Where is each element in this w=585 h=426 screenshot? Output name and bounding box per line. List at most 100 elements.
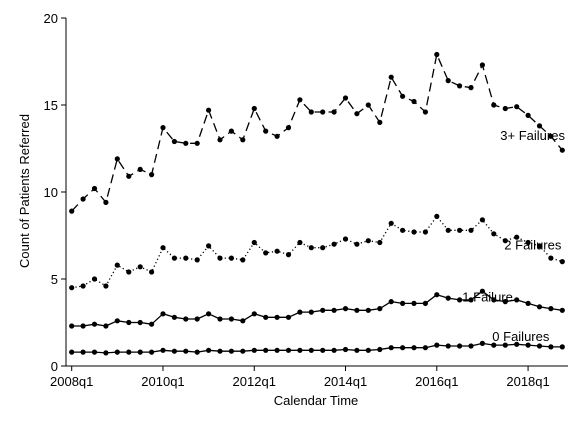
data-point — [240, 137, 246, 143]
data-point — [559, 147, 565, 153]
data-point — [502, 299, 508, 305]
y-axis-title: Count of Patients Referred — [17, 114, 32, 268]
data-point — [240, 257, 246, 263]
data-point — [468, 297, 474, 303]
data-point — [206, 347, 212, 353]
data-point — [354, 347, 360, 353]
data-point — [297, 97, 303, 103]
series-0: 3+ Failures — [69, 51, 565, 214]
data-point — [69, 323, 75, 329]
data-point — [308, 245, 314, 251]
data-point — [91, 185, 98, 192]
data-point — [536, 343, 543, 349]
data-point — [468, 343, 474, 349]
data-point — [354, 241, 360, 247]
data-point — [251, 311, 257, 317]
data-point — [502, 342, 508, 348]
data-point — [445, 227, 451, 233]
data-point — [91, 276, 98, 282]
data-point — [297, 239, 303, 246]
data-point — [377, 346, 383, 353]
data-point — [479, 217, 485, 223]
data-point — [228, 316, 234, 322]
series-label: 3+ Failures — [500, 128, 565, 143]
data-point — [103, 199, 109, 205]
data-point — [342, 95, 349, 101]
data-point — [457, 227, 463, 233]
y-tick-label: 20 — [44, 11, 58, 26]
series-label: 1 Failure — [462, 289, 513, 304]
series-label: 2 Failures — [504, 238, 562, 253]
data-point — [525, 239, 531, 246]
data-point — [217, 255, 223, 261]
data-point — [126, 349, 132, 355]
data-point — [308, 109, 314, 115]
data-point — [274, 248, 280, 254]
data-point — [217, 348, 223, 354]
data-point — [194, 140, 200, 146]
data-point — [457, 83, 463, 89]
x-axis-title: Calendar Time — [274, 393, 359, 408]
data-point — [331, 241, 337, 247]
data-point — [548, 306, 554, 312]
data-point — [491, 102, 497, 108]
data-point — [274, 314, 280, 320]
series-1: 2 Failures — [69, 213, 565, 291]
data-point — [491, 297, 497, 303]
data-point — [320, 347, 326, 353]
data-point — [400, 227, 406, 233]
data-point — [388, 220, 394, 226]
x-tick-label: 2014q1 — [324, 374, 367, 389]
data-point — [308, 309, 314, 315]
data-point — [69, 208, 75, 214]
data-point — [80, 349, 86, 355]
data-point — [149, 172, 155, 178]
data-point — [194, 349, 200, 355]
data-point — [479, 340, 485, 346]
data-point — [468, 227, 474, 233]
data-point — [285, 252, 292, 258]
data-point — [137, 319, 143, 326]
data-point — [69, 285, 75, 291]
series-label: 0 Failures — [492, 329, 550, 344]
data-point — [285, 347, 292, 353]
data-point — [297, 347, 303, 353]
data-point — [91, 321, 98, 327]
data-point — [137, 349, 143, 355]
data-point — [297, 309, 303, 315]
data-point — [126, 319, 132, 326]
data-point — [502, 238, 508, 244]
data-point — [206, 243, 212, 249]
data-point — [160, 311, 166, 317]
data-point — [103, 323, 109, 329]
data-point — [114, 349, 120, 355]
data-point — [400, 345, 406, 351]
data-point — [445, 343, 451, 349]
data-point — [228, 255, 234, 261]
data-point — [206, 311, 212, 317]
data-point — [411, 229, 417, 235]
data-point — [114, 156, 120, 162]
data-point — [183, 316, 189, 322]
data-point — [400, 300, 406, 306]
data-point — [80, 283, 86, 289]
data-point — [114, 318, 120, 324]
data-point — [206, 107, 212, 113]
data-point — [388, 74, 394, 80]
data-point — [171, 348, 177, 354]
series-3: 0 Failures — [69, 329, 565, 356]
data-point — [183, 140, 189, 146]
data-point — [263, 347, 269, 353]
data-point — [240, 318, 246, 324]
data-point — [400, 93, 406, 99]
y-tick-label: 0 — [51, 359, 58, 374]
data-point — [525, 112, 531, 118]
data-point — [536, 123, 543, 129]
data-point — [548, 133, 554, 139]
data-point — [194, 316, 200, 322]
data-point — [559, 344, 565, 350]
data-point — [320, 245, 326, 251]
data-point — [479, 288, 485, 294]
data-point — [285, 125, 292, 131]
